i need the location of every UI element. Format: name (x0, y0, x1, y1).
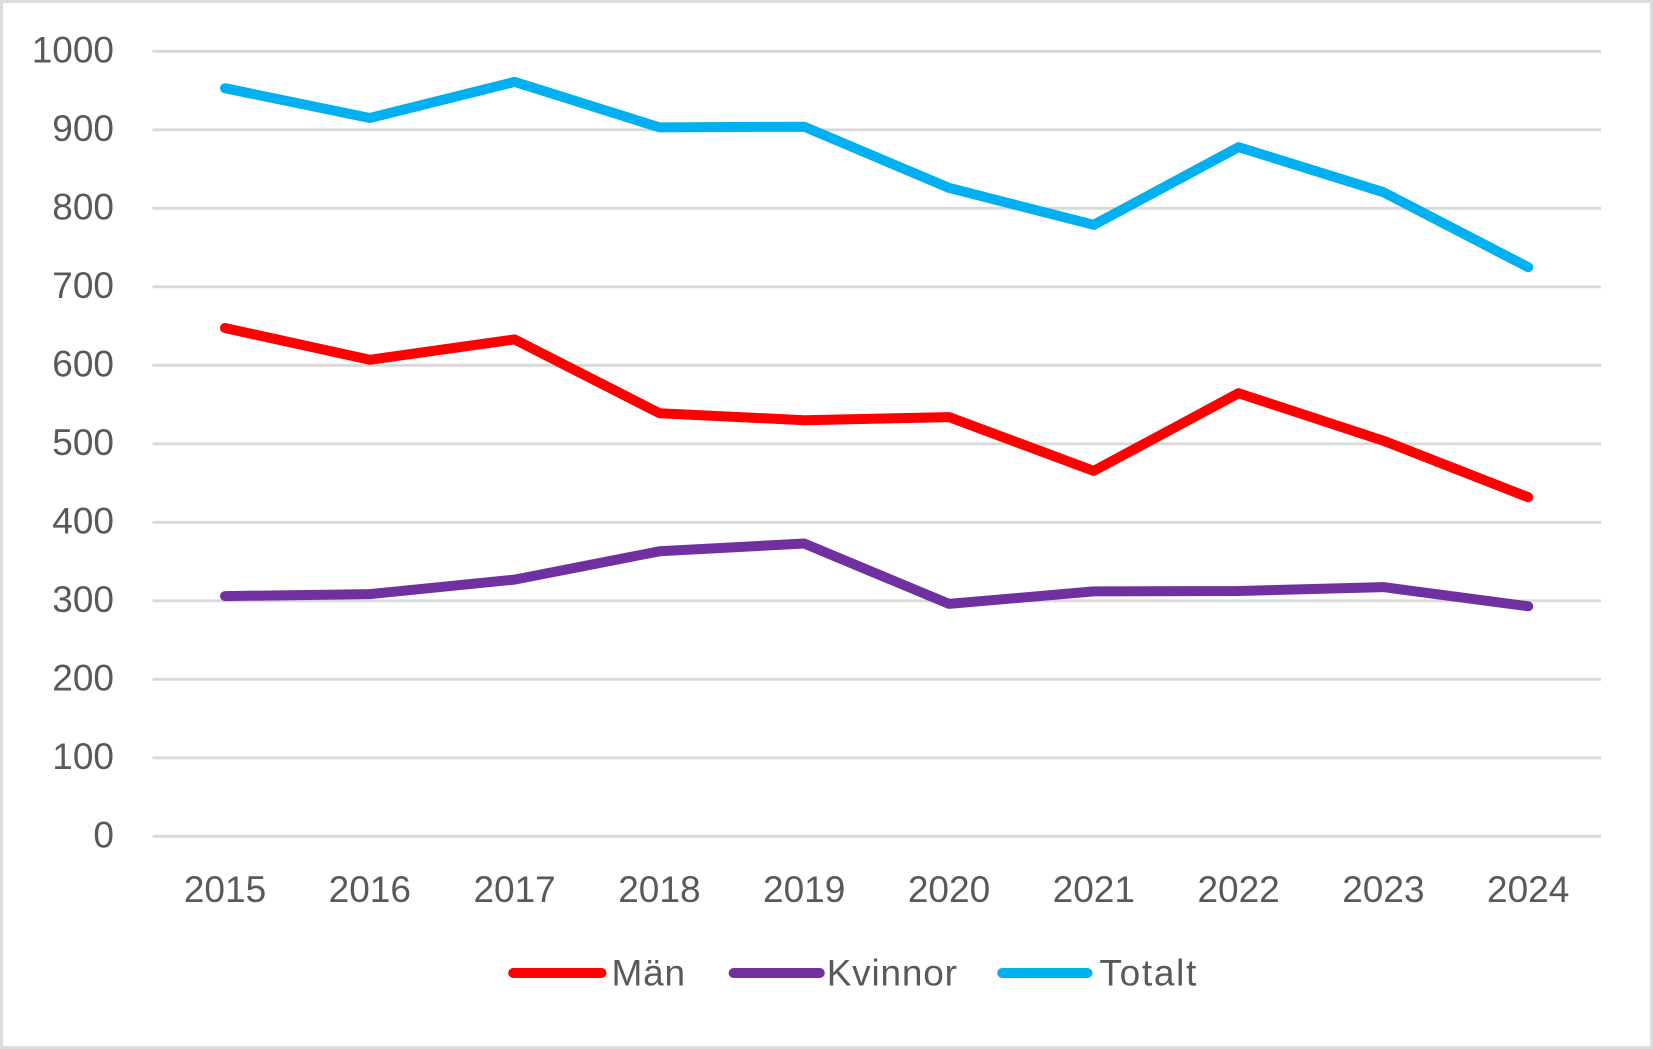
svg-text:Kvinnor: Kvinnor (827, 952, 958, 993)
svg-text:900: 900 (52, 108, 114, 149)
svg-text:2020: 2020 (908, 869, 990, 910)
svg-text:2018: 2018 (618, 869, 700, 910)
svg-text:2017: 2017 (473, 869, 555, 910)
svg-text:500: 500 (52, 422, 114, 463)
svg-text:Män: Män (612, 952, 686, 993)
svg-text:800: 800 (52, 187, 114, 228)
svg-text:1000: 1000 (32, 30, 114, 71)
svg-text:2016: 2016 (329, 869, 411, 910)
svg-text:200: 200 (52, 658, 114, 699)
svg-text:2015: 2015 (184, 869, 266, 910)
svg-text:2019: 2019 (763, 869, 845, 910)
svg-text:700: 700 (52, 265, 114, 306)
svg-text:Totalt: Totalt (1099, 952, 1198, 993)
svg-text:2021: 2021 (1053, 869, 1135, 910)
svg-text:100: 100 (52, 736, 114, 777)
svg-text:300: 300 (52, 579, 114, 620)
svg-text:600: 600 (52, 344, 114, 385)
svg-text:2022: 2022 (1197, 869, 1279, 910)
svg-text:400: 400 (52, 501, 114, 542)
svg-text:2023: 2023 (1342, 869, 1424, 910)
svg-text:0: 0 (93, 815, 114, 856)
svg-text:2024: 2024 (1487, 869, 1569, 910)
